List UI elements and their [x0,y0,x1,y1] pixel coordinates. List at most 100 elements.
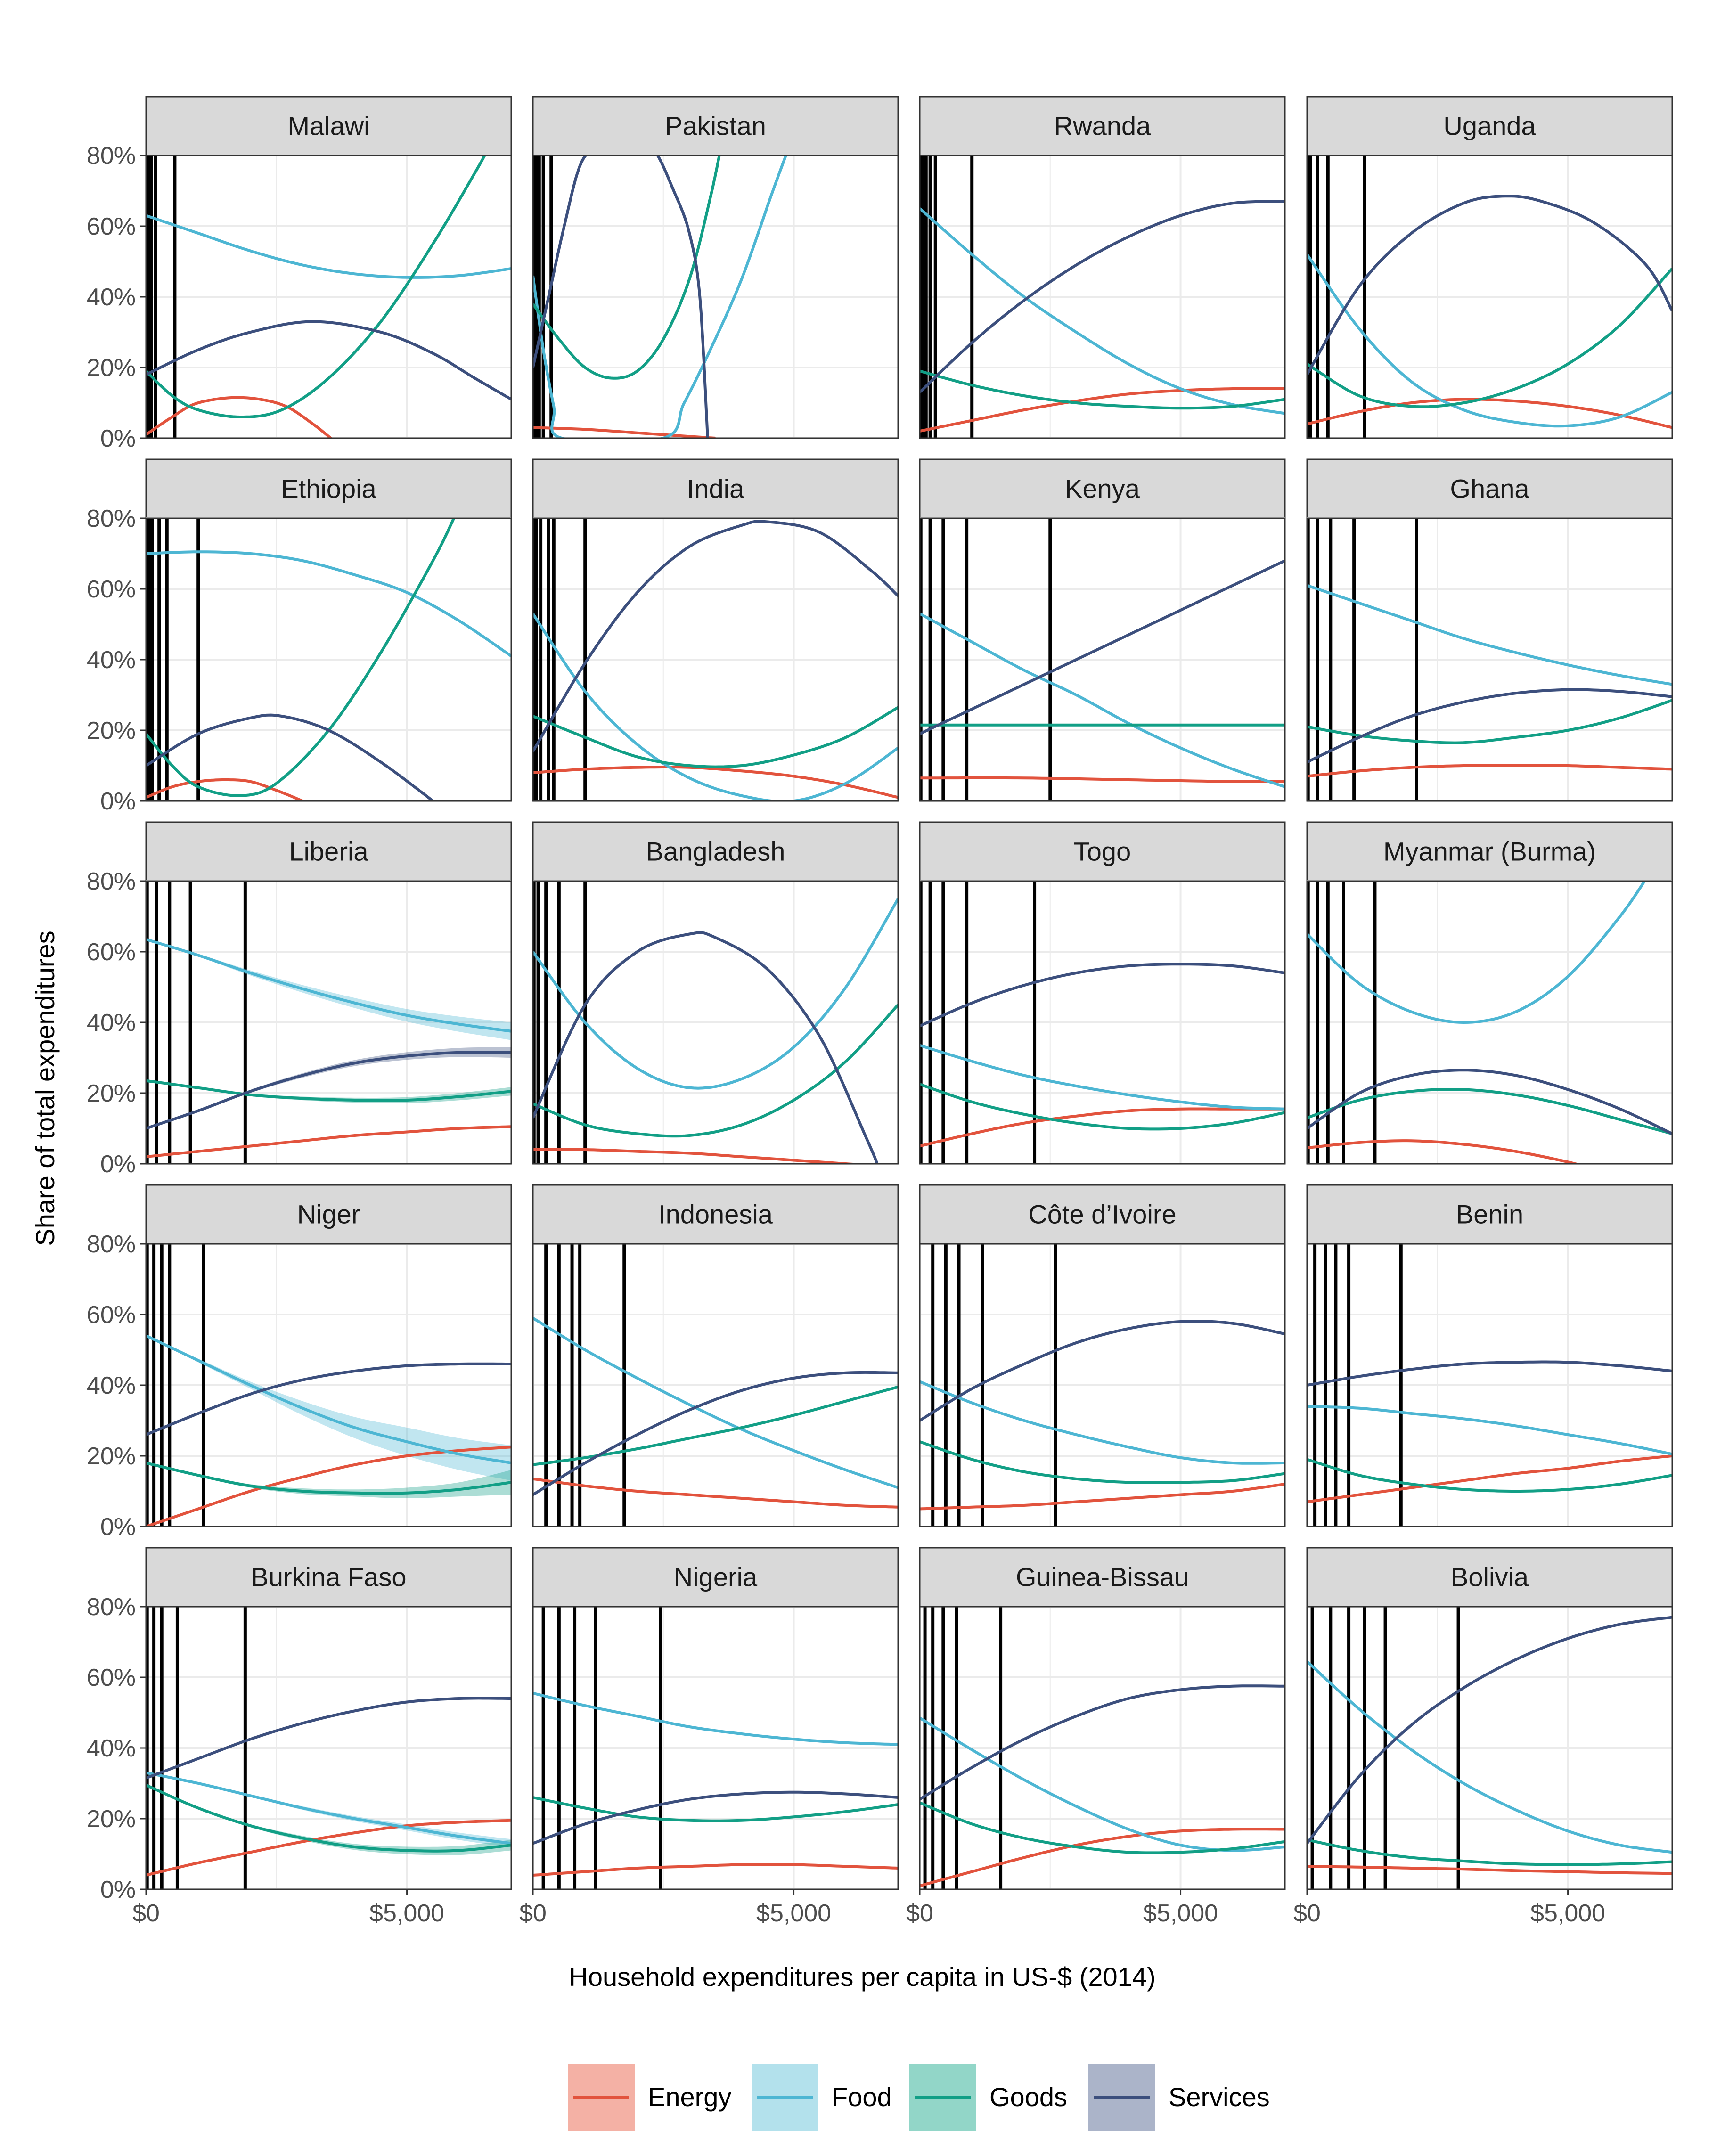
series-line-services [1307,1360,1672,1387]
confidence-band-goods [146,1080,511,1103]
series-line-energy [146,1819,511,1877]
panel-title: Togo [1074,837,1131,866]
panel-malawi: Malawi 0% 20% 40% 60% 80% [87,96,512,452]
legend-item-services: Services [1088,2064,1270,2131]
x-tick-label: $5,000 [369,1900,444,1927]
panel-title: Indonesia [658,1200,773,1229]
panel-title: Nigeria [674,1562,758,1592]
panel-title: Malawi [287,111,369,141]
series-line-goods [1307,1458,1672,1493]
panel-uganda: Uganda [1306,96,1673,439]
series-line-food [920,1380,1285,1465]
panel-title: Benin [1456,1200,1523,1229]
panel-title: Uganda [1443,111,1536,141]
facet-grid: Malawi 0% 20% 40% 60% 80% Pakistan Rwanda Uganda… [87,96,1673,1927]
panel-niger: Niger 0% 20% 40% 60% 80% [87,1184,512,1541]
panel-title: Liberia [289,837,368,866]
series-line-energy [1307,1454,1672,1503]
series-line-services [533,520,898,752]
legend-label: Food [832,2082,892,2112]
panel-strip [532,1547,899,1608]
legend-item-energy: Energy [568,2064,731,2131]
panel-border [919,1606,1286,1890]
panel-india: India [532,458,899,802]
panel-strip [145,1184,512,1245]
series-line-services [1307,195,1672,376]
series-line-services [1307,1069,1672,1135]
panel-bangladesh: Bangladesh [532,821,899,1165]
panel-c-te-d-ivoire: Côte d’Ivoire [919,1184,1286,1527]
panel-strip [145,458,512,519]
series-line-services [533,931,879,1164]
series-line-services [920,559,1285,735]
series-line-energy [1307,1865,1672,1875]
series-line-energy [146,778,303,801]
panel-togo: Togo [919,821,1286,1165]
series-line-goods [920,1801,1285,1854]
panel-strip [1306,458,1673,519]
y-tick-label: 60% [87,1664,136,1691]
y-tick-label: 80% [87,868,136,895]
legend-label: Services [1169,2082,1270,2112]
series-line-services [920,200,1285,393]
series-line-goods [146,155,486,418]
series-line-services [146,320,511,401]
panel-guinea-bissau: Guinea-Bissau $0 $5,000 [906,1547,1286,1927]
panel-strip [919,1547,1286,1608]
panel-title: Rwanda [1054,111,1151,141]
series-line-goods [920,1083,1285,1131]
series-line-food [533,898,898,1090]
series-line-energy [920,1107,1285,1148]
panel-border [532,517,899,802]
series-line-services [146,713,434,801]
series-line-energy [146,1125,511,1158]
panel-benin: Benin [1306,1184,1673,1527]
panel-strip [1306,1547,1673,1608]
series-line-energy [1307,764,1672,778]
panel-border [532,1606,899,1890]
panel-strip [145,821,512,882]
series-line-food [1307,881,1646,1024]
y-tick-label: 0% [100,1151,136,1178]
y-tick-label: 0% [100,425,136,452]
series-line-goods [533,155,721,380]
series-line-food [1307,1405,1672,1456]
panel-border [1306,155,1673,439]
panel-title: Niger [297,1200,360,1229]
x-tick-label: $5,000 [1530,1900,1605,1927]
y-tick-label: 0% [100,1513,136,1541]
panel-bolivia: Bolivia $0 $5,000 [1293,1547,1673,1927]
panel-strip [145,96,512,156]
y-tick-label: 40% [87,646,136,674]
panel-border [919,517,1286,802]
series-line-food [1307,1660,1672,1854]
series-line-energy [533,426,716,438]
y-tick-label: 20% [87,1080,136,1107]
series-line-goods [1307,699,1672,744]
panel-nigeria: Nigeria $0 $5,000 [519,1547,899,1927]
legend-item-food: Food [752,2064,892,2131]
y-tick-label: 40% [87,1372,136,1399]
series-line-food [146,1771,511,1845]
y-tick-label: 60% [87,576,136,603]
series-line-food [920,1044,1285,1111]
panel-border [919,1243,1286,1527]
series-line-energy [1307,398,1672,429]
series-line-goods [1307,267,1672,408]
panel-title: Bolivia [1451,1562,1529,1592]
y-tick-label: 80% [87,505,136,532]
panel-border [532,880,899,1165]
series-line-services [533,1371,898,1496]
series-line-energy [533,1863,898,1877]
panel-border [919,880,1286,1165]
series-line-energy [533,766,898,799]
y-tick-label: 20% [87,1805,136,1833]
series-line-goods [146,1079,511,1102]
panel-strip [1306,821,1673,882]
series-line-goods [533,706,898,768]
panel-ghana: Ghana [1306,458,1673,802]
series-line-goods [920,369,1285,410]
series-line-food [920,207,1285,415]
y-tick-label: 80% [87,142,136,170]
